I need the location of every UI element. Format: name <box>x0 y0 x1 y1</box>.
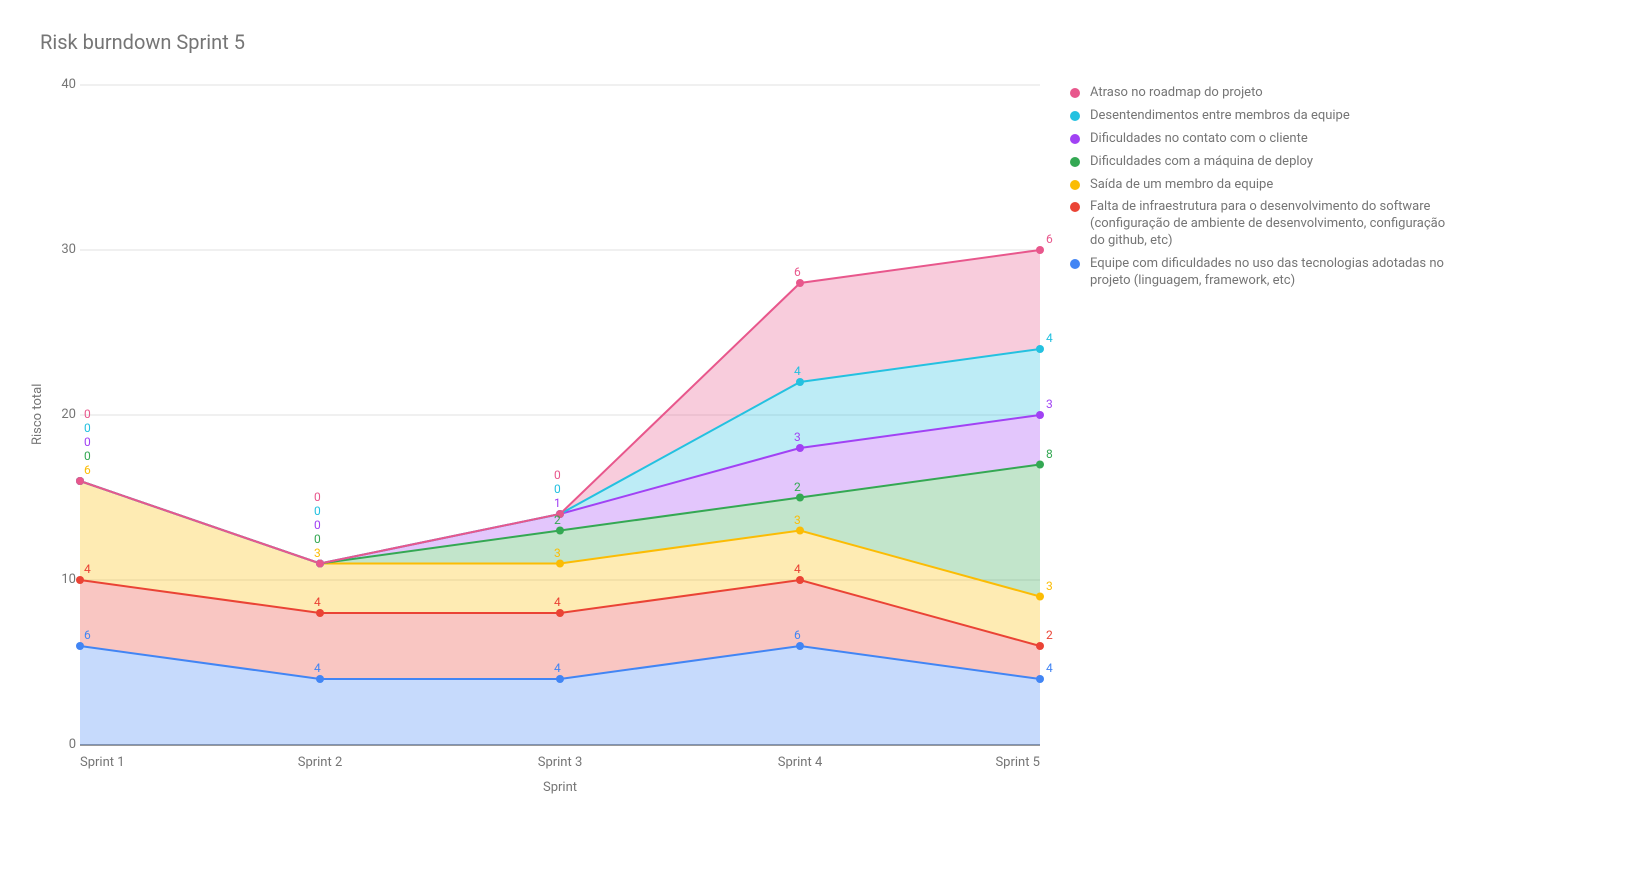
data-marker <box>1036 461 1044 469</box>
data-marker <box>796 279 804 287</box>
y-tick-label: 0 <box>52 737 76 752</box>
chart-container: Risk burndown Sprint 5 Atraso no roadmap… <box>0 0 1648 883</box>
yaxis-title: Risco total <box>30 384 45 445</box>
y-tick-label: 10 <box>52 572 76 587</box>
legend-swatch <box>1070 259 1080 269</box>
legend-item[interactable]: Falta de infraestrutura para o desenvolv… <box>1070 199 1450 250</box>
data-label: 4 <box>1046 661 1053 675</box>
legend-label: Dificuldades no contato com o cliente <box>1090 131 1308 148</box>
plot-area <box>80 85 1040 745</box>
legend-swatch <box>1070 111 1080 121</box>
legend-swatch <box>1070 88 1080 98</box>
data-marker <box>1036 675 1044 683</box>
legend-label: Desentendimentos entre membros da equipe <box>1090 108 1350 125</box>
data-marker <box>796 494 804 502</box>
y-tick-label: 20 <box>52 407 76 422</box>
legend-item[interactable]: Dificuldades com a máquina de deploy <box>1070 154 1450 171</box>
legend-swatch <box>1070 202 1080 212</box>
data-marker <box>796 527 804 535</box>
data-marker <box>796 444 804 452</box>
chart-title: Risk burndown Sprint 5 <box>40 30 245 54</box>
data-label: 2 <box>1046 628 1053 642</box>
data-marker <box>556 510 564 518</box>
legend-swatch <box>1070 157 1080 167</box>
data-marker <box>556 609 564 617</box>
legend-item[interactable]: Desentendimentos entre membros da equipe <box>1070 108 1450 125</box>
data-marker <box>316 675 324 683</box>
legend-swatch <box>1070 180 1080 190</box>
data-marker <box>1036 246 1044 254</box>
y-tick-label: 40 <box>52 77 76 92</box>
data-marker <box>796 576 804 584</box>
data-marker <box>316 609 324 617</box>
x-tick-label: Sprint 4 <box>770 755 830 770</box>
legend-item[interactable]: Saída de um membro da equipe <box>1070 177 1450 194</box>
xaxis-title: Sprint <box>530 780 590 795</box>
legend-label: Saída de um membro da equipe <box>1090 177 1273 194</box>
y-tick-label: 30 <box>52 242 76 257</box>
data-marker <box>1036 411 1044 419</box>
data-marker <box>76 477 84 485</box>
data-marker <box>796 378 804 386</box>
legend-item[interactable]: Atraso no roadmap do projeto <box>1070 85 1450 102</box>
data-label: 3 <box>1046 579 1053 593</box>
data-marker <box>1036 593 1044 601</box>
x-tick-label: Sprint 1 <box>80 755 140 770</box>
legend-label: Falta de infraestrutura para o desenvolv… <box>1090 199 1450 250</box>
data-marker <box>1036 345 1044 353</box>
data-marker <box>316 560 324 568</box>
data-marker <box>556 560 564 568</box>
data-label: 8 <box>1046 447 1053 461</box>
data-marker <box>796 642 804 650</box>
data-marker <box>76 642 84 650</box>
legend-label: Atraso no roadmap do projeto <box>1090 85 1263 102</box>
legend-item[interactable]: Dificuldades no contato com o cliente <box>1070 131 1450 148</box>
legend-label: Dificuldades com a máquina de deploy <box>1090 154 1313 171</box>
legend: Atraso no roadmap do projeto Desentendime… <box>1070 85 1450 296</box>
legend-swatch <box>1070 134 1080 144</box>
x-tick-label: Sprint 3 <box>530 755 590 770</box>
x-tick-label: Sprint 5 <box>980 755 1040 770</box>
x-tick-label: Sprint 2 <box>290 755 350 770</box>
data-label: 6 <box>1046 232 1053 246</box>
legend-item[interactable]: Equipe com dificuldades no uso das tecno… <box>1070 256 1450 290</box>
data-label: 4 <box>1046 331 1053 345</box>
legend-label: Equipe com dificuldades no uso das tecno… <box>1090 256 1450 290</box>
data-label: 3 <box>1046 397 1053 411</box>
data-marker <box>556 675 564 683</box>
data-marker <box>556 527 564 535</box>
data-marker <box>76 576 84 584</box>
data-marker <box>1036 642 1044 650</box>
